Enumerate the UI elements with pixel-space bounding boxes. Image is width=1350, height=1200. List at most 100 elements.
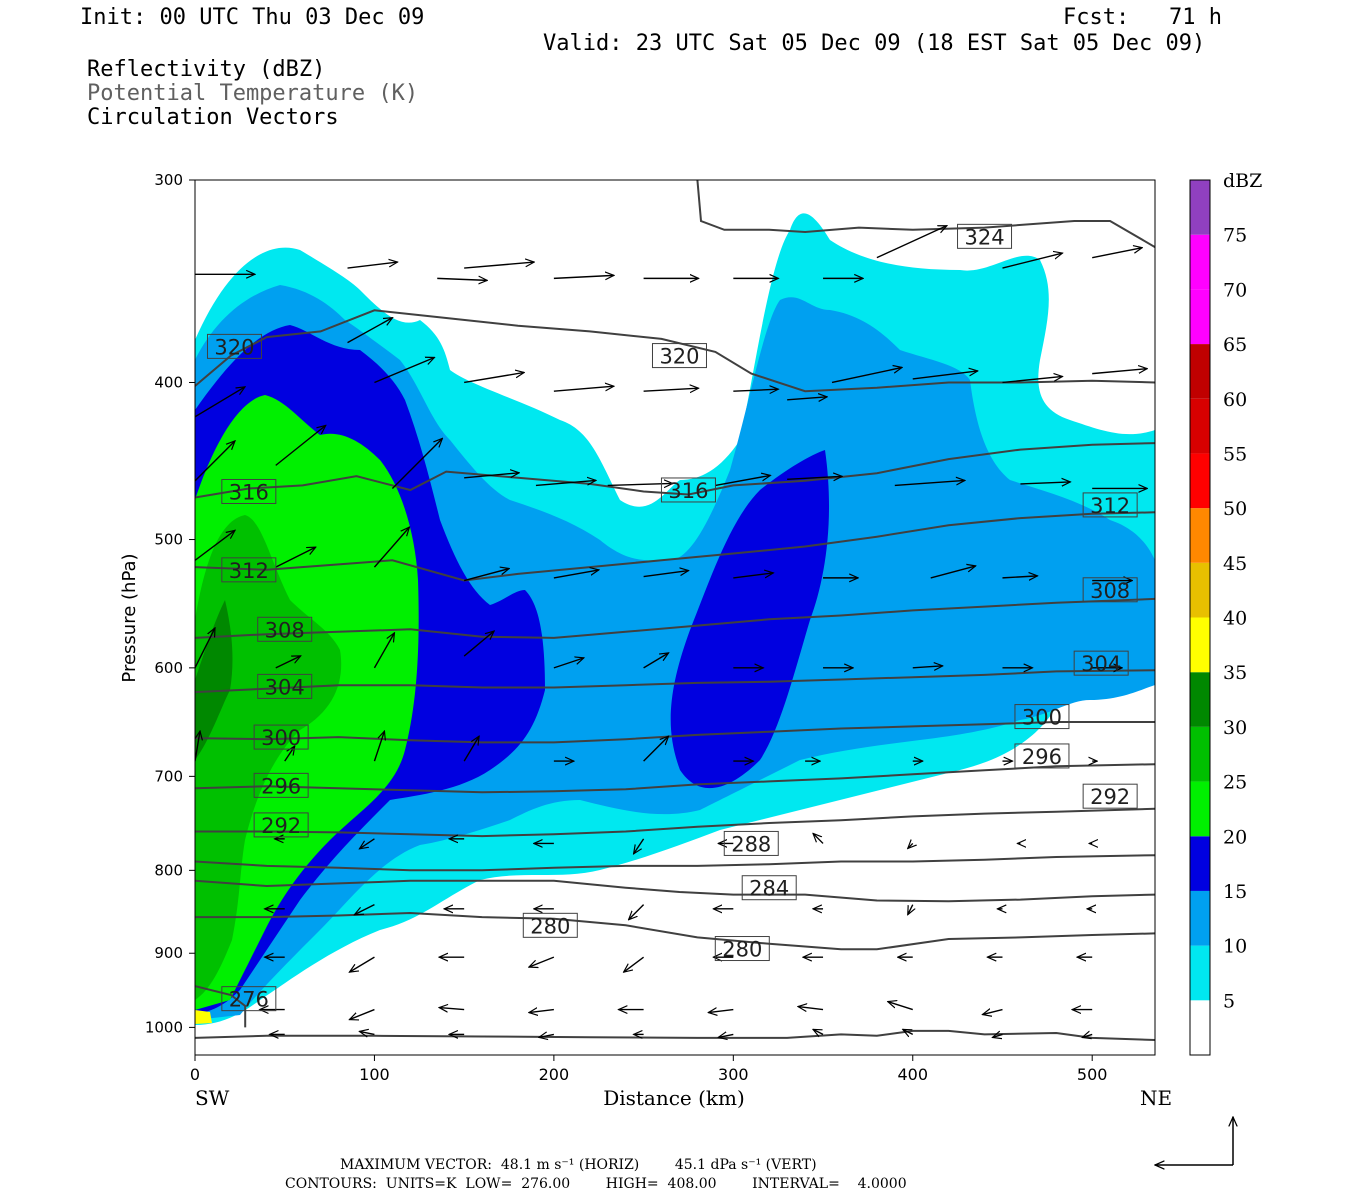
contour-label-box	[1082, 783, 1138, 809]
colorbar-level-label: 15	[1223, 881, 1247, 903]
contour-label: 308	[265, 618, 305, 642]
field-circulation-vectors: Circulation Vectors	[87, 105, 339, 130]
reflectivity-15-second-region	[670, 450, 830, 789]
circulation-vector	[391, 438, 442, 489]
contour-label-box	[957, 223, 1013, 249]
colorbar-band	[1190, 1000, 1210, 1055]
colorbar-level-label: 10	[1223, 936, 1247, 958]
colorbar-band	[1190, 180, 1210, 235]
field-reflectivity: Reflectivity (dBZ)	[87, 57, 326, 82]
contour-label: 304	[1081, 652, 1121, 676]
x-tick-label: 500	[1077, 1065, 1108, 1084]
circulation-vector	[1002, 253, 1062, 269]
theta-contour-line	[195, 669, 1155, 694]
circulation-vector	[708, 1010, 734, 1013]
colorbar-band	[1190, 672, 1210, 727]
colorbar-level-label: 30	[1223, 717, 1247, 739]
theta-contour-line	[195, 854, 1155, 872]
circulation-vector	[930, 566, 976, 579]
contour-label: 296	[1022, 745, 1062, 769]
circulation-vector	[908, 843, 913, 848]
circulation-vector	[992, 1034, 1003, 1037]
x-tick-label: 100	[359, 1065, 390, 1084]
colorbar-band	[1190, 781, 1210, 837]
contour-label: 280	[530, 914, 570, 938]
forecast-hour: Fcst: 71 h	[1063, 5, 1222, 30]
circulation-vector	[813, 833, 824, 844]
circulation-vector	[624, 956, 645, 972]
circulation-vector	[903, 1029, 914, 1034]
reflectivity-30-region	[195, 600, 233, 760]
theta-contour-line	[195, 985, 247, 1028]
circulation-vector	[464, 372, 524, 384]
y-tick-label: 800	[154, 861, 183, 879]
init-time: Init: 00 UTC Thu 03 Dec 09	[80, 5, 425, 30]
circulation-vector	[347, 262, 398, 269]
colorbar: 5 10 15 20 25 30 35 40 45 50 55 60 65 70 75	[1189, 179, 1247, 1056]
contour-label: 300	[261, 726, 301, 750]
contour-label-box	[741, 875, 797, 901]
y-tick-label: 400	[154, 373, 183, 391]
circulation-vector	[463, 736, 479, 762]
circulation-vector	[195, 530, 235, 561]
colorbar-level-label: 60	[1223, 389, 1247, 411]
circulation-vector	[982, 1010, 1003, 1015]
x-axis: 0 100 200 300 400 500	[190, 1055, 1108, 1084]
contour-label-box	[253, 772, 309, 798]
contour-label-box	[1082, 577, 1138, 603]
circulation-vector	[275, 655, 301, 669]
contour-label-box	[1014, 704, 1070, 730]
circulation-vector	[1002, 576, 1037, 578]
reflectivity-fill	[195, 213, 1155, 1025]
colorbar-band	[1190, 508, 1210, 563]
y-tick-label: 700	[154, 767, 183, 785]
contour-label-box	[522, 912, 578, 938]
circulation-vector	[464, 473, 519, 479]
colorbar-level-label: 35	[1223, 662, 1247, 684]
contours-note: CONTOURS: UNITS=K LOW= 276.00 HIGH= 408.…	[285, 1176, 907, 1192]
circulation-vector	[629, 904, 645, 920]
circulation-vector	[1092, 369, 1147, 375]
circulation-vector	[553, 570, 599, 579]
theta-contour-line	[195, 511, 1155, 582]
circulation-vector	[463, 631, 494, 657]
contour-label: 312	[229, 559, 269, 583]
circulation-vector	[908, 904, 913, 915]
circulation-vector	[373, 527, 409, 568]
circulation-vector	[539, 1034, 555, 1037]
theta-contour-line	[195, 879, 1155, 903]
circulation-vector	[354, 904, 375, 915]
colorbar-level-label: 55	[1223, 443, 1247, 465]
circulation-vector	[553, 275, 614, 278]
colorbar-level-label: 65	[1223, 334, 1247, 356]
contour-label-box	[660, 477, 716, 503]
contour-label: 280	[722, 938, 762, 962]
theta-contour-line	[195, 442, 1155, 499]
circulation-vector	[1092, 248, 1142, 259]
circulation-vector	[195, 731, 200, 762]
contour-label: 292	[261, 814, 301, 838]
theta-contour-line	[696, 180, 1155, 248]
circulation-vector	[349, 956, 375, 972]
contour-label: 284	[749, 877, 789, 901]
circulation-vector	[1020, 482, 1070, 484]
colorbar-band	[1190, 453, 1210, 509]
circulation-vector	[733, 389, 778, 391]
circulation-vector	[535, 480, 596, 487]
colorbar-level-label: 40	[1223, 608, 1247, 630]
x-axis-label: Distance (km)	[603, 1086, 745, 1110]
colorbar-band	[1190, 890, 1210, 946]
circulation-vector	[912, 666, 943, 668]
contour-label-box	[723, 830, 779, 856]
reflectivity-35-region	[195, 1010, 212, 1024]
reference-vector-icon	[1155, 1117, 1233, 1165]
x-tick-label: 0	[190, 1065, 200, 1084]
colorbar-level-label: 50	[1223, 498, 1247, 520]
circulation-vector	[787, 476, 842, 479]
circulation-vector	[359, 1031, 375, 1034]
circulation-vector	[876, 225, 947, 259]
y-tick-label: 900	[154, 944, 183, 962]
x-tick-label: 200	[539, 1065, 570, 1084]
circulation-vector	[813, 1029, 824, 1034]
circulation-vector	[374, 357, 434, 384]
